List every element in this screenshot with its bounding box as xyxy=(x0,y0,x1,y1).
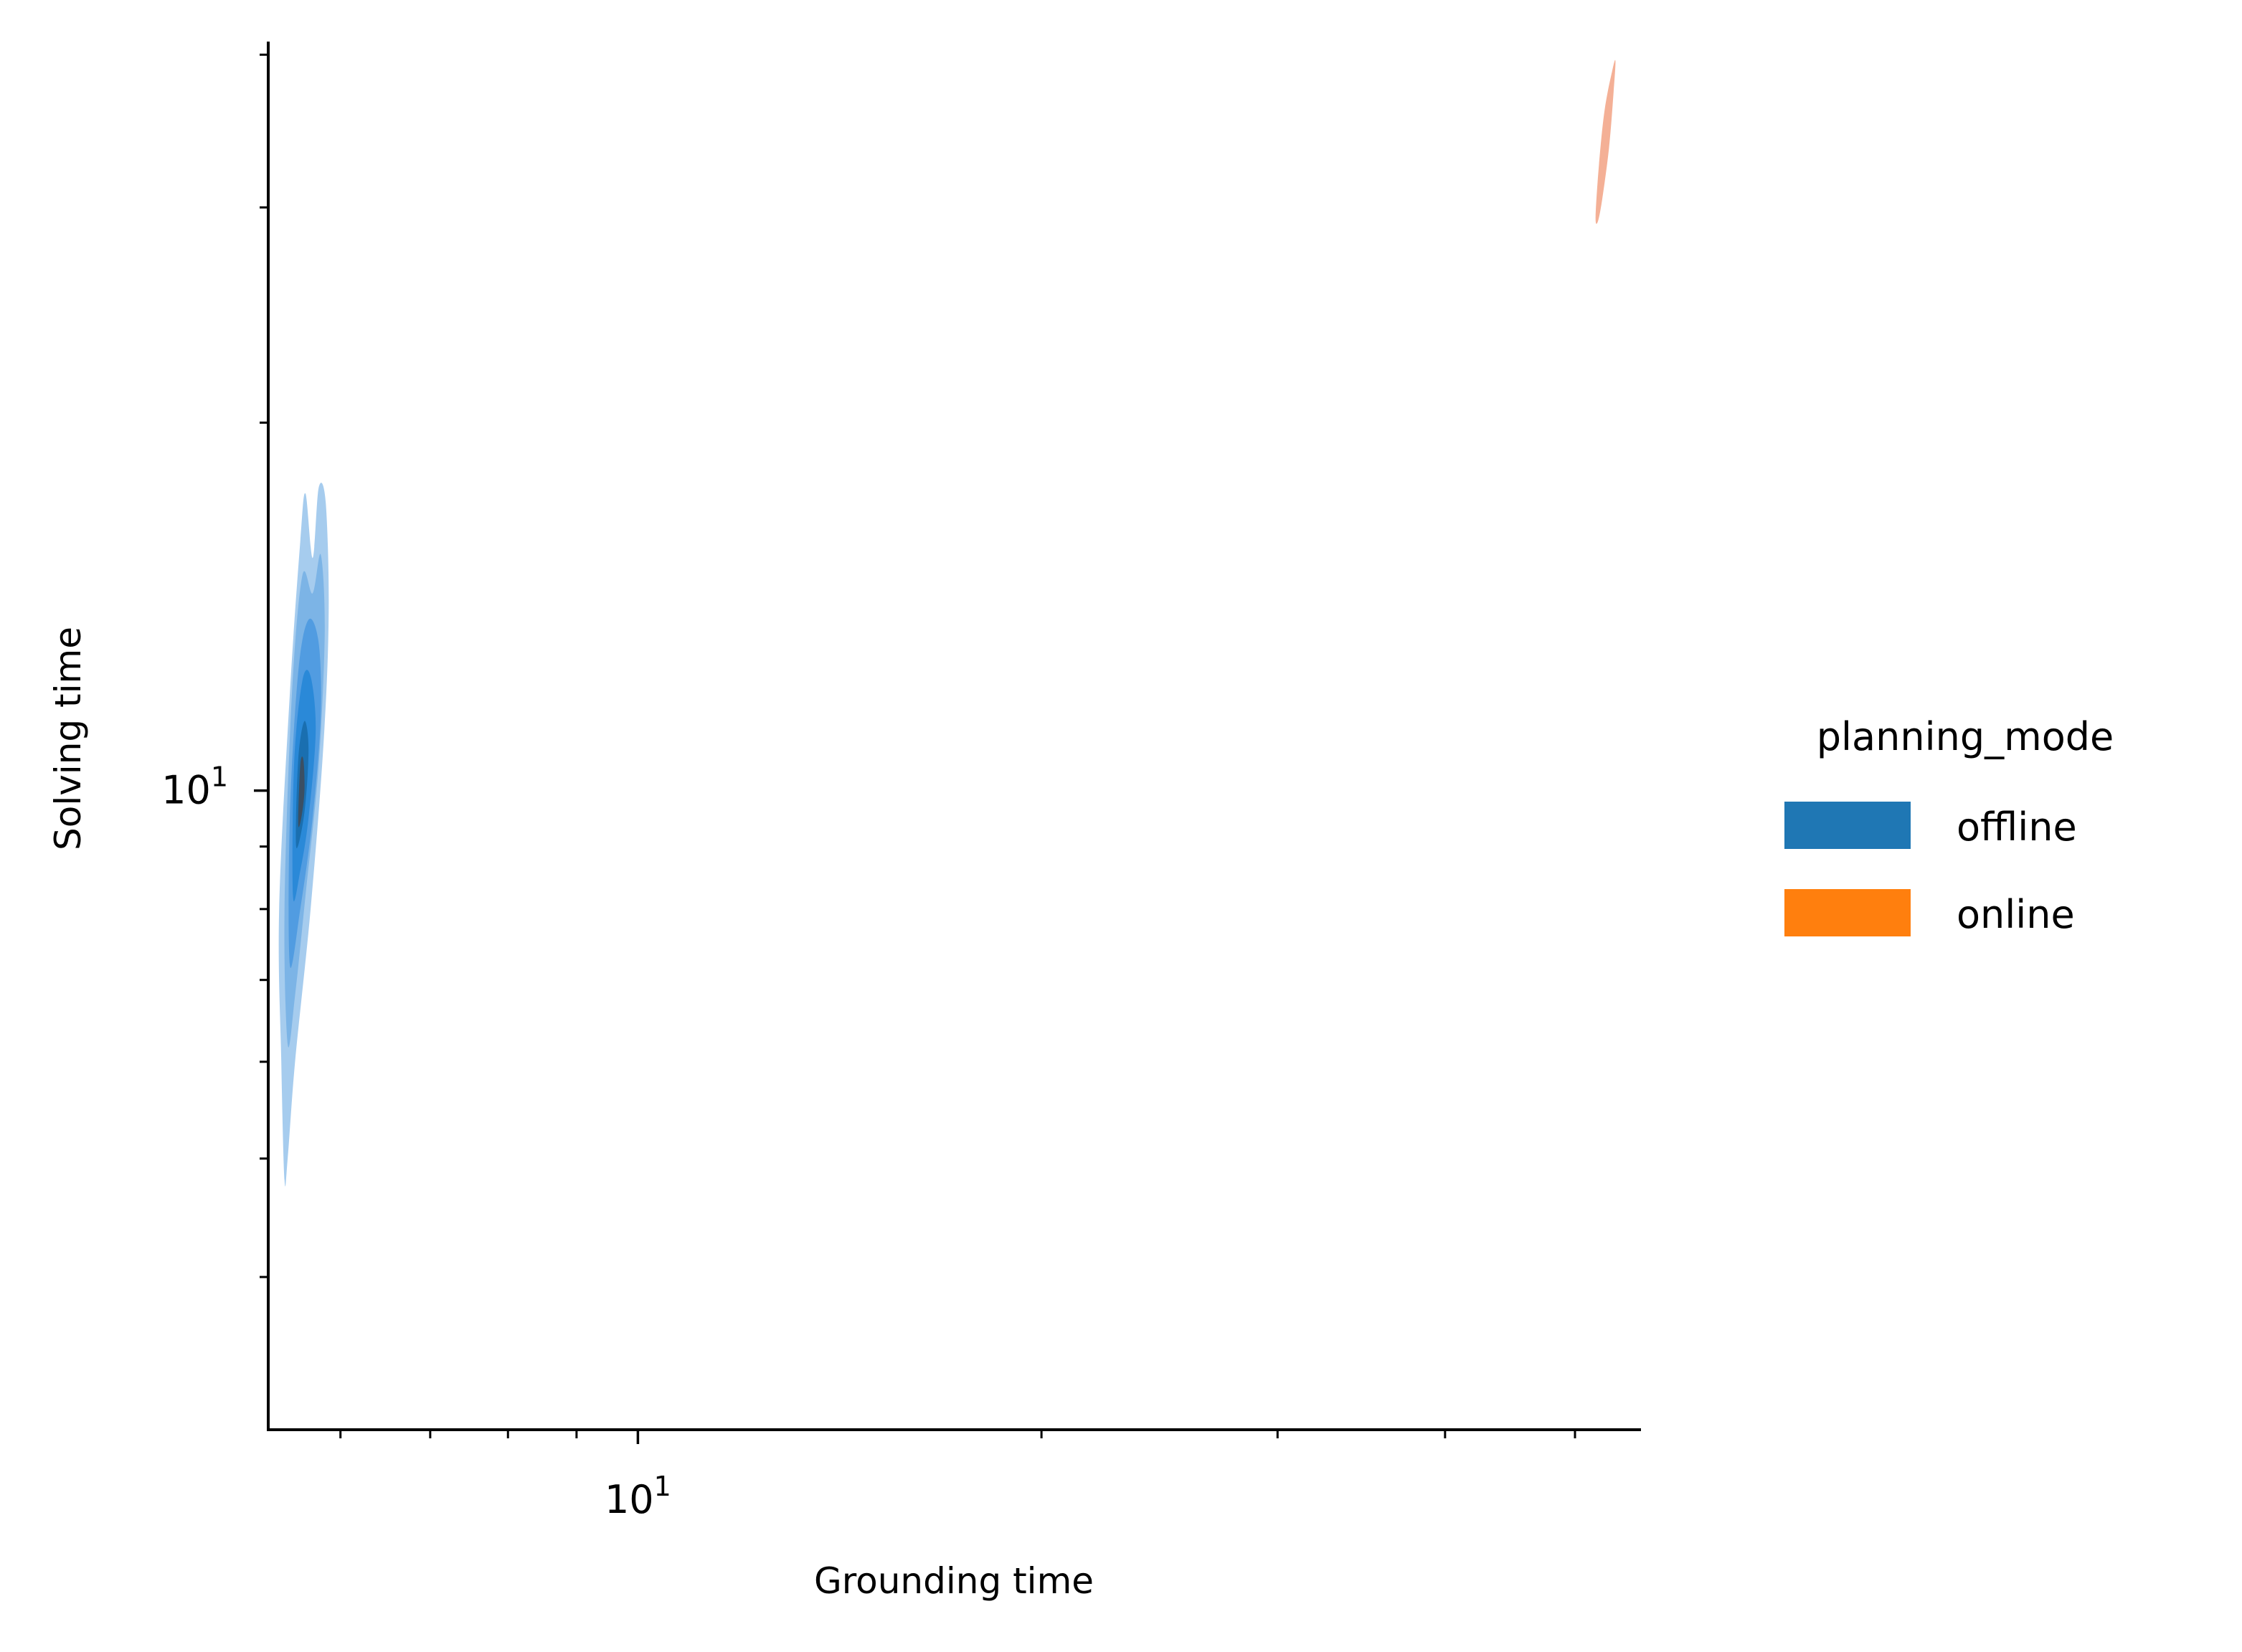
y-axis-ticks: 101 xyxy=(161,53,268,1278)
series-offline xyxy=(278,483,329,1187)
y-tick-label: 101 xyxy=(161,761,228,813)
series-online xyxy=(1595,60,1616,224)
legend-label-offline: offline xyxy=(1957,804,2077,850)
legend-title: planning_mode xyxy=(1817,714,2114,759)
legend-label-online: online xyxy=(1957,892,2075,937)
y-axis-label: Solving time xyxy=(47,627,89,850)
plot-area xyxy=(278,60,1616,1187)
x-tick-label: 101 xyxy=(605,1471,671,1522)
legend-swatch-offline xyxy=(1784,802,1911,849)
legend-swatch-online xyxy=(1784,889,1911,936)
kde-contour-offline-level-6 xyxy=(298,756,305,827)
kde-contour-online-level-1 xyxy=(1595,60,1616,224)
legend: planning_mode offline online xyxy=(1784,714,2114,937)
x-axis-ticks: 101 xyxy=(339,1430,1576,1522)
x-axis-label: Grounding time xyxy=(814,1560,1094,1602)
